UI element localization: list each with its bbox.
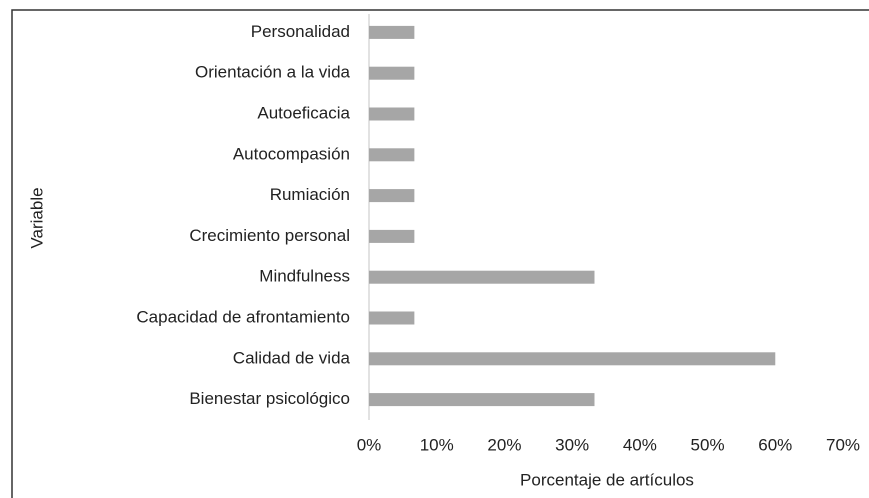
y-tick-label: Autocompasión	[233, 144, 350, 163]
x-tick-label: 0%	[357, 435, 382, 454]
frame	[11, 9, 869, 498]
x-tick-label: 10%	[420, 435, 454, 454]
y-tick-label: Personalidad	[251, 22, 350, 41]
y-tick-label: Rumiación	[270, 185, 350, 204]
bar	[369, 311, 415, 325]
y-tick-label: Autoeficacia	[257, 103, 350, 122]
bar	[369, 393, 595, 407]
y-tick-label: Calidad de vida	[233, 348, 351, 367]
bar	[369, 352, 776, 366]
x-axis-label: Porcentaje de artículos	[520, 470, 694, 489]
x-tick-label: 40%	[623, 435, 657, 454]
x-tick-label: 50%	[691, 435, 725, 454]
bar	[369, 107, 415, 121]
y-tick-label: Bienestar psicológico	[189, 389, 350, 408]
x-tick-label: 30%	[555, 435, 589, 454]
y-tick-label: Orientación a la vida	[195, 63, 351, 82]
y-tick-label: Capacidad de afrontamiento	[136, 307, 350, 326]
bar	[369, 229, 415, 243]
bar	[369, 270, 595, 284]
y-tick-label: Mindfulness	[259, 267, 350, 286]
bar	[369, 25, 415, 39]
y-tick-label: Crecimiento personal	[189, 226, 350, 245]
x-tick-label: 60%	[758, 435, 792, 454]
bar	[369, 66, 415, 80]
bar	[369, 148, 415, 162]
x-tick-label: 20%	[487, 435, 521, 454]
x-tick-label: 70%	[826, 435, 860, 454]
bar	[369, 189, 415, 203]
y-axis-label: Variable	[27, 187, 46, 248]
